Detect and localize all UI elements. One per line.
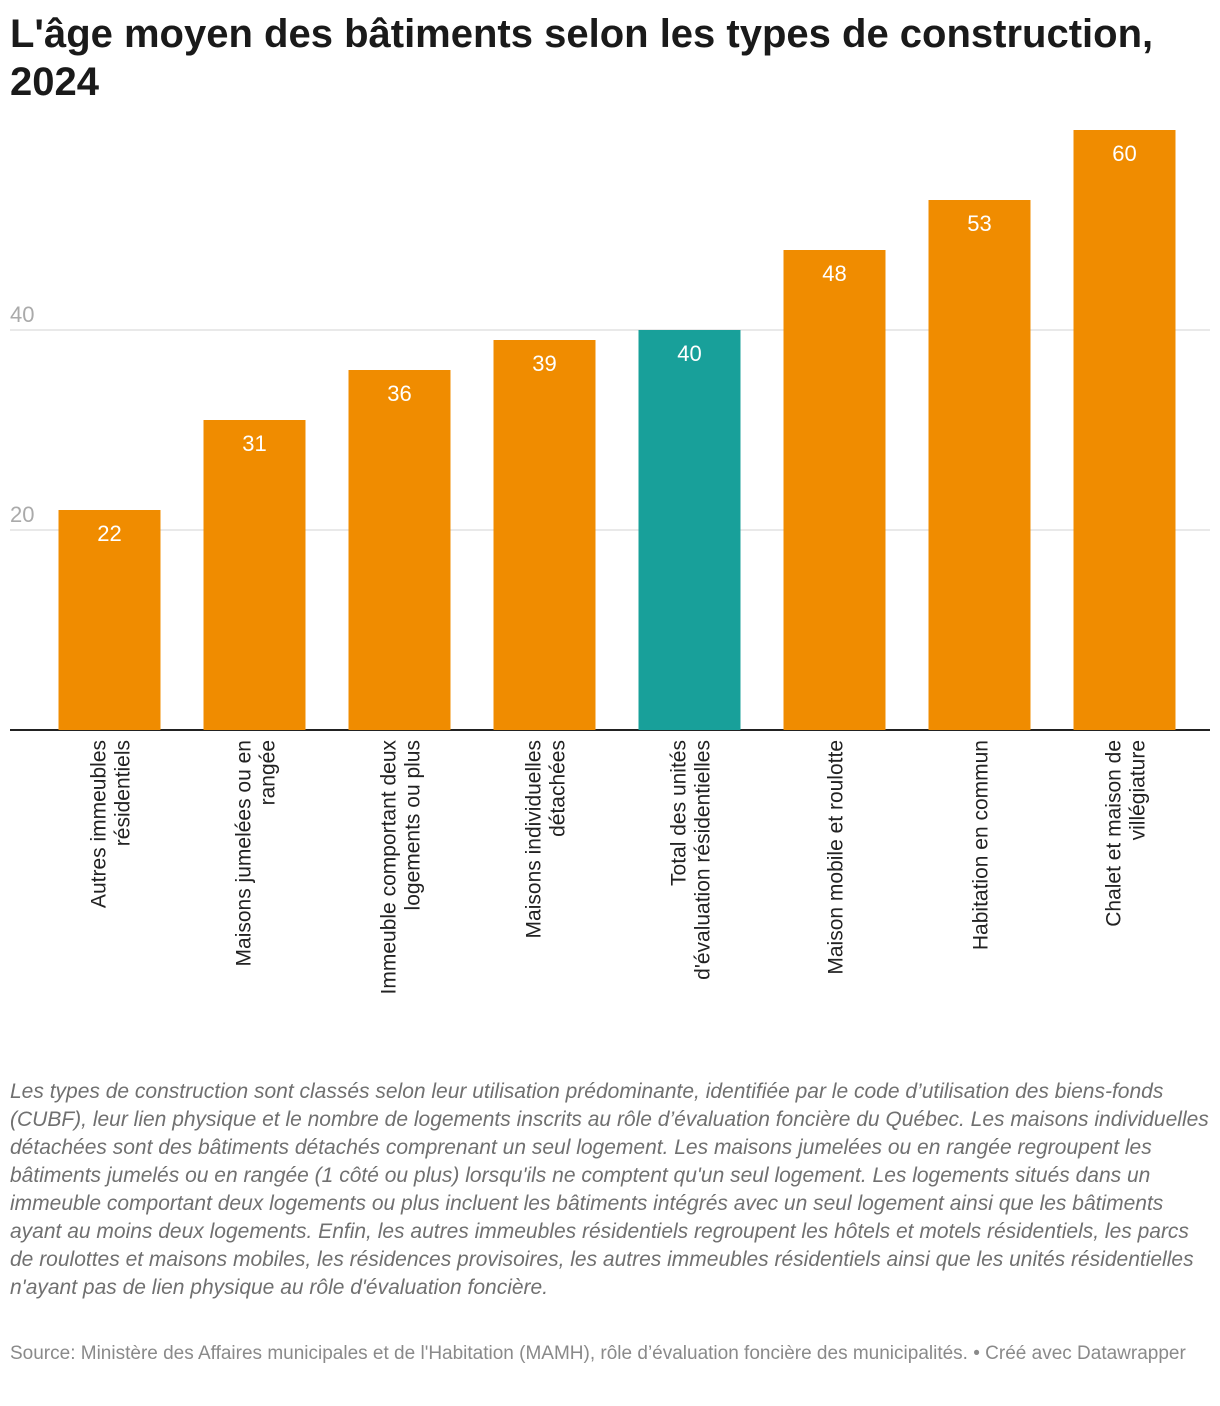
bar [348,370,451,730]
x-category-label: Chalet et maison de [1103,740,1126,927]
bar [1073,130,1176,730]
bar-chart: 20 40 22 31 36 39 40 48 53 60 Autres immeubles ré… [10,130,1210,995]
chart-notes: Les types de construction sont classés s… [10,1080,1209,1299]
bar [203,420,306,730]
value-labels: 22 31 36 39 40 48 53 60 [97,141,1136,546]
x-category-label: résidentiels [112,740,135,846]
bar-value-label: 48 [822,261,846,286]
bar [58,510,161,730]
bar-value-label: 40 [677,341,701,366]
chart-source: Source: Ministère des Affaires municipal… [10,1343,1186,1364]
x-category-label: Maison mobile et roulotte [825,740,848,975]
bar-value-label: 39 [532,351,556,376]
bar-value-label: 31 [242,431,266,456]
y-tick-label: 20 [10,502,34,527]
bar [493,340,596,730]
x-category-label: d'évaluation résidentielles [692,740,715,980]
bar [638,330,741,730]
x-category-label: Maisons jumelées ou en [233,740,256,966]
x-category-label: Maisons individuelles [523,740,546,938]
x-category-label: Habitation en commun [970,740,993,950]
bar [783,250,886,730]
bars [58,130,1176,730]
chart-title: L'âge moyen des bâtiments selon les type… [10,12,1154,104]
x-category-label: rangée [257,740,280,805]
x-category-label: Autres immeubles [88,740,111,908]
x-category-label: détachées [547,740,570,837]
x-category-label: Immeuble comportant deux [378,740,401,995]
x-category-label: villégiature [1127,740,1150,840]
bar-value-label: 36 [387,381,411,406]
bar-value-label: 60 [1112,141,1136,166]
x-category-label: Total des unités [668,740,691,886]
category-labels: Autres immeubles résidentiels Maisons jume… [88,740,1150,995]
y-tick-label: 40 [10,302,34,327]
bar [928,200,1031,730]
x-category-label: logements ou plus [402,740,425,910]
bar-value-label: 22 [97,521,121,546]
bar-value-label: 53 [967,211,991,236]
